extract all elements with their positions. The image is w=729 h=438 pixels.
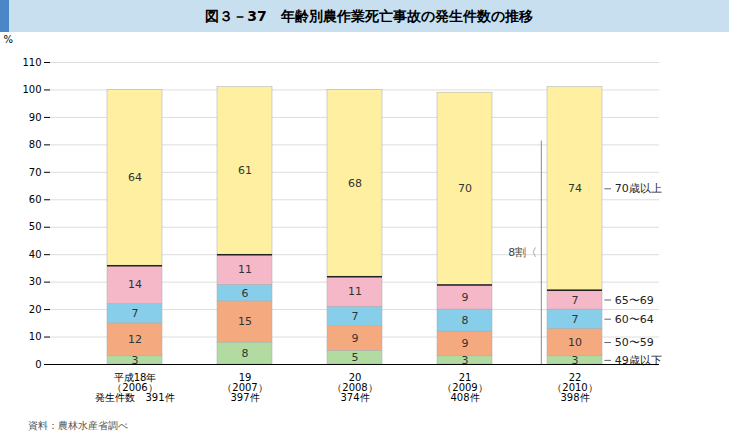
svg-text:20（2008）374件: 20（2008）374件	[332, 372, 377, 403]
svg-text:12: 12	[128, 333, 142, 346]
svg-text:14: 14	[128, 278, 142, 291]
svg-text:5: 5	[352, 351, 359, 364]
svg-text:8: 8	[462, 314, 469, 327]
svg-text:70: 70	[458, 182, 472, 195]
svg-text:0: 0	[35, 359, 41, 370]
svg-text:8割〈: 8割〈	[508, 246, 537, 259]
svg-text:50〜59: 50〜59	[615, 336, 654, 349]
svg-text:22（2010）398件: 22（2010）398件	[552, 372, 597, 403]
html-text:資料：農林水産省調べ: 資料：農林水産省調べ	[28, 420, 128, 431]
svg-text:50: 50	[29, 221, 42, 232]
svg-text:9: 9	[462, 337, 469, 350]
svg-text:9: 9	[352, 332, 359, 345]
svg-text:40: 40	[29, 249, 42, 260]
svg-text:8: 8	[242, 347, 249, 360]
svg-text:15: 15	[238, 315, 252, 328]
svg-text:平成18年（2006）発生件数 391件: 平成18年（2006）発生件数 391件	[95, 372, 174, 403]
svg-text:7: 7	[572, 313, 579, 326]
svg-text:74: 74	[568, 182, 582, 195]
html-text:図３－37 年齢別農作業死亡事故の発生件数の推移: 図３－37 年齢別農作業死亡事故の発生件数の推移	[205, 8, 533, 24]
svg-text:65〜69: 65〜69	[615, 294, 654, 307]
svg-text:70歳以上: 70歳以上	[615, 182, 662, 195]
svg-text:11: 11	[238, 263, 252, 276]
svg-text:9: 9	[462, 291, 469, 304]
svg-text:%: %	[4, 34, 14, 45]
svg-text:7: 7	[132, 307, 139, 320]
svg-text:110: 110	[22, 57, 41, 68]
svg-text:3: 3	[461, 353, 469, 367]
svg-text:70: 70	[29, 167, 42, 178]
svg-text:10: 10	[29, 331, 42, 342]
svg-text:68: 68	[348, 177, 362, 190]
svg-text:60: 60	[29, 194, 42, 205]
svg-text:61: 61	[238, 164, 252, 177]
svg-text:3: 3	[131, 353, 139, 367]
svg-text:90: 90	[29, 112, 42, 123]
svg-text:80: 80	[29, 139, 42, 150]
svg-text:3: 3	[571, 353, 579, 367]
svg-text:30: 30	[29, 276, 42, 287]
svg-text:21（2009）408件: 21（2009）408件	[442, 372, 487, 403]
svg-text:11: 11	[348, 285, 362, 298]
svg-text:64: 64	[128, 171, 142, 184]
svg-text:20: 20	[29, 304, 42, 315]
svg-text:60〜64: 60〜64	[615, 313, 654, 326]
svg-text:100: 100	[22, 84, 41, 95]
svg-text:7: 7	[352, 310, 359, 323]
svg-text:49歳以下: 49歳以下	[614, 353, 662, 367]
svg-text:7: 7	[572, 294, 579, 307]
svg-text:10: 10	[568, 336, 582, 349]
svg-text:6: 6	[242, 287, 249, 300]
svg-text:19（2007）397件: 19（2007）397件	[222, 372, 267, 403]
